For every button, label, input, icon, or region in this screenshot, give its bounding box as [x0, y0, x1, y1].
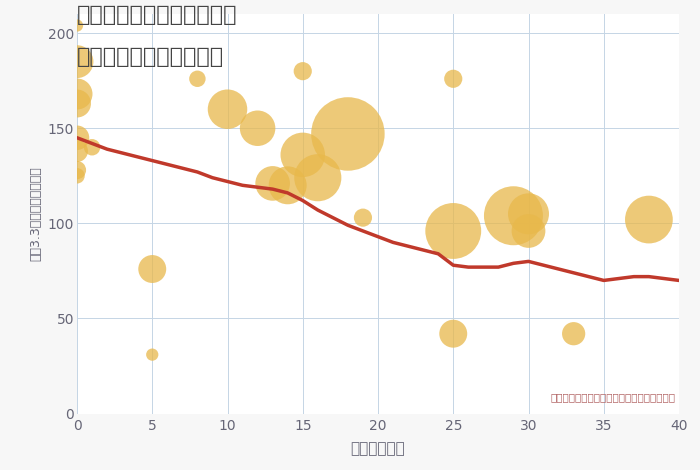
Text: 円の大きさは、取引のあった物件面積を示す: 円の大きさは、取引のあった物件面積を示す	[551, 392, 676, 402]
Point	[523, 227, 534, 235]
Point	[312, 174, 323, 181]
Point	[523, 210, 534, 218]
Point	[147, 351, 158, 359]
Point	[192, 75, 203, 83]
Point	[71, 58, 83, 65]
Point	[71, 134, 83, 141]
Point	[71, 172, 83, 180]
Point	[71, 147, 83, 155]
Point	[252, 125, 263, 132]
Point	[448, 330, 459, 337]
Point	[222, 105, 233, 113]
Point	[267, 180, 278, 187]
Point	[357, 214, 368, 221]
Point	[282, 181, 293, 189]
Point	[297, 151, 308, 159]
X-axis label: 築年数（年）: 築年数（年）	[351, 441, 405, 456]
Point	[71, 22, 83, 29]
Point	[568, 330, 580, 337]
Point	[147, 265, 158, 273]
Text: 兵庫県西宮市津門大箇町の: 兵庫県西宮市津門大箇町の	[77, 5, 237, 25]
Point	[448, 75, 459, 83]
Text: 築年数別中古戸建て価格: 築年数別中古戸建て価格	[77, 47, 224, 67]
Y-axis label: 坪（3.3㎡）単価（万円）: 坪（3.3㎡）単価（万円）	[29, 166, 42, 261]
Point	[342, 130, 354, 138]
Point	[71, 100, 83, 107]
Point	[71, 90, 83, 98]
Point	[297, 67, 308, 75]
Point	[643, 216, 655, 223]
Point	[448, 227, 459, 235]
Point	[87, 143, 98, 151]
Point	[71, 166, 83, 174]
Point	[508, 212, 519, 219]
